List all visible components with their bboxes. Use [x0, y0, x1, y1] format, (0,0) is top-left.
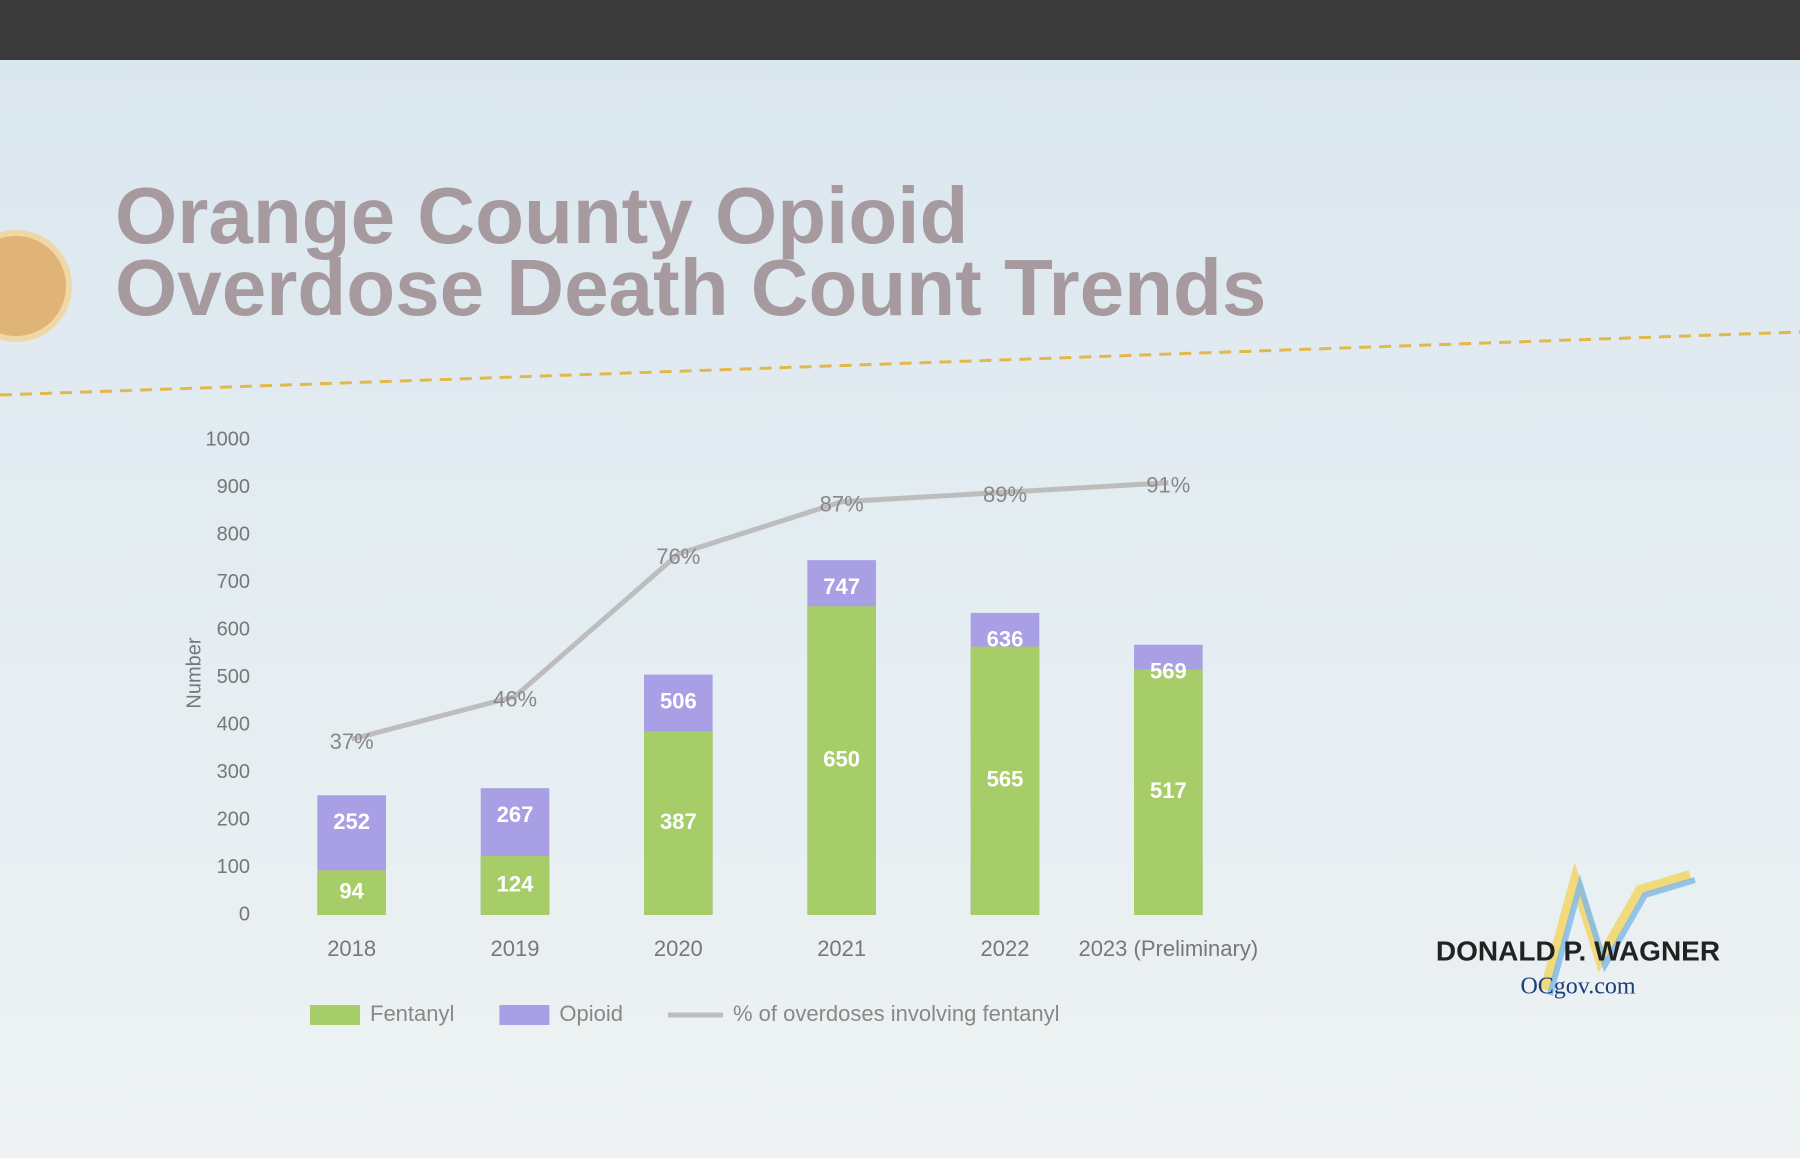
bar [807, 606, 876, 915]
logo: DONALD P. WAGNER OCgov.com [1436, 862, 1720, 1000]
data-label: 747 [823, 574, 860, 599]
data-label: 636 [987, 627, 1024, 652]
x-tick-label: 2018 [327, 936, 376, 961]
slide: Orange County Opioid Overdose Death Coun… [0, 60, 1800, 1158]
x-tick-label: 2023 (Preliminary) [1078, 936, 1258, 961]
y-tick-label: 100 [217, 856, 250, 878]
x-tick-label: 2021 [817, 936, 866, 961]
bar [480, 856, 550, 915]
legend-label: Opioid [559, 1001, 623, 1026]
legend-label: % of overdoses involving fentanyl [733, 1001, 1060, 1026]
data-label: 506 [660, 688, 697, 713]
data-label: 94 [339, 878, 364, 903]
data-label: 91% [1146, 473, 1190, 498]
logo-mark [1540, 862, 1692, 992]
data-label: 46% [493, 686, 537, 711]
data-label: 517 [1150, 778, 1187, 803]
x-tick-label: 2022 [981, 936, 1030, 961]
logo-site: OCgov.com [1520, 974, 1635, 1000]
bar [644, 731, 713, 915]
y-tick-label: 700 [217, 571, 250, 593]
data-label: 37% [330, 729, 374, 754]
data-label: 565 [987, 767, 1024, 792]
x-tick-label: 2019 [491, 936, 540, 961]
bar [317, 870, 386, 915]
y-tick-label: 900 [217, 476, 250, 498]
y-tick-label: 1000 [206, 428, 251, 450]
y-axis-label: Number [183, 637, 205, 708]
y-tick-label: 300 [217, 761, 250, 783]
y-tick-label: 600 [217, 618, 250, 640]
logo-mark [1547, 874, 1696, 996]
data-label: 252 [333, 809, 370, 834]
data-label: 569 [1150, 659, 1187, 684]
legend-swatch [499, 1005, 550, 1025]
data-label: 387 [660, 809, 697, 834]
chart: Number DONALD P. WAGNER OCgov.com 0 100 20… [0, 330, 1800, 1026]
y-tick-label: 400 [217, 713, 250, 735]
data-label: 89% [983, 482, 1027, 507]
data-label: 124 [497, 871, 534, 896]
legend-label: Fentanyl [370, 1001, 454, 1026]
logo-name: DONALD P. WAGNER [1436, 935, 1720, 966]
line [351, 480, 1169, 742]
y-tick-label: 800 [217, 523, 250, 545]
y-tick-label: 0 [239, 903, 250, 925]
divider [0, 330, 1800, 397]
y-tick-label: 200 [217, 808, 250, 830]
bar [1134, 669, 1203, 915]
data-label: 76% [656, 544, 700, 569]
data-label: 267 [497, 802, 534, 827]
y-tick-label: 500 [217, 666, 250, 688]
data-label: 87% [820, 492, 864, 517]
bar [970, 646, 1040, 915]
slide-title: Orange County Opioid Overdose Death Coun… [115, 171, 1267, 332]
data-label: 650 [823, 746, 860, 771]
legend-swatch [310, 1005, 360, 1025]
x-tick-label: 2020 [654, 936, 703, 961]
